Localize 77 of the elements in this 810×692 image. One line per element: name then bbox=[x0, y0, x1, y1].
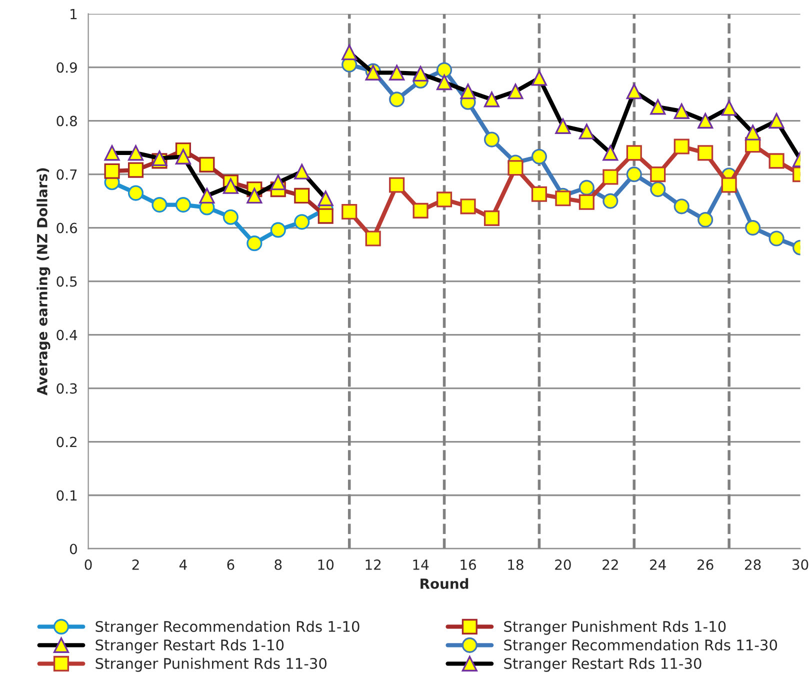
point bbox=[484, 132, 500, 148]
x-tick-label: 28 bbox=[744, 559, 761, 570]
legend-label: Stranger Restart Rds 11-30 bbox=[504, 658, 702, 672]
x-tick-label: 12 bbox=[366, 559, 381, 570]
point bbox=[342, 204, 358, 220]
point bbox=[531, 186, 547, 202]
point bbox=[389, 92, 405, 108]
point bbox=[602, 193, 618, 209]
y-tick-label: 1 bbox=[70, 8, 77, 20]
point bbox=[436, 62, 452, 78]
point bbox=[768, 230, 784, 246]
x-tick-label: 16 bbox=[460, 559, 476, 570]
y-tick-label: 0.3 bbox=[56, 383, 77, 394]
point bbox=[460, 198, 476, 214]
y-tick-label: 0.5 bbox=[56, 276, 77, 287]
point bbox=[222, 209, 238, 225]
point bbox=[199, 156, 215, 172]
legend-label: Stranger Punishment Rds 1-10 bbox=[504, 620, 726, 635]
x-tick-label: 14 bbox=[413, 560, 429, 570]
point bbox=[508, 160, 524, 176]
point bbox=[578, 194, 594, 210]
point bbox=[484, 210, 500, 226]
point bbox=[128, 185, 144, 201]
x-tick-label: 20 bbox=[555, 559, 571, 570]
point bbox=[389, 177, 405, 193]
point bbox=[365, 230, 381, 246]
y-tick-label: 0.1 bbox=[56, 490, 77, 501]
x-tick-label: 6 bbox=[227, 559, 234, 570]
point bbox=[412, 202, 428, 218]
x-tick-label: 0 bbox=[84, 559, 92, 570]
point bbox=[698, 145, 714, 161]
point bbox=[721, 177, 737, 193]
point bbox=[674, 138, 690, 154]
point bbox=[270, 222, 286, 238]
x-tick-label: 30 bbox=[792, 559, 808, 570]
legend-label: Stranger Recommendation Rds 1-10 bbox=[96, 620, 360, 635]
point bbox=[175, 197, 191, 213]
legend-label: Stranger Recommendation Rds 11-30 bbox=[504, 639, 778, 654]
x-tick-label: 22 bbox=[602, 559, 618, 570]
point bbox=[294, 188, 310, 204]
point bbox=[104, 163, 120, 179]
point bbox=[128, 162, 144, 178]
x-tick-label: 2 bbox=[132, 559, 139, 570]
point bbox=[650, 182, 666, 198]
point bbox=[152, 197, 168, 213]
x-tick-label: 10 bbox=[318, 559, 334, 570]
x-axis-title: Round bbox=[420, 578, 468, 589]
point bbox=[745, 220, 761, 236]
y-tick-label: 0.4 bbox=[56, 330, 78, 340]
point bbox=[768, 153, 784, 169]
point bbox=[626, 166, 642, 182]
point bbox=[246, 236, 262, 252]
point bbox=[318, 208, 334, 224]
point bbox=[674, 198, 690, 214]
y-tick-label: 0.2 bbox=[56, 436, 76, 448]
x-tick-label: 8 bbox=[274, 559, 282, 570]
point bbox=[650, 166, 666, 182]
legend-label: Stranger Restart Rds 1-10 bbox=[96, 639, 284, 654]
y-tick-label: 0.9 bbox=[56, 62, 77, 73]
point bbox=[294, 214, 310, 230]
point bbox=[531, 148, 547, 164]
x-tick-label: 24 bbox=[650, 559, 666, 570]
x-tick-label: 18 bbox=[508, 559, 524, 570]
x-tick-label: 26 bbox=[698, 559, 714, 570]
x-tick-label: 4 bbox=[179, 560, 187, 570]
point bbox=[626, 145, 642, 161]
y-axis-title: Average earning (NZ Dollars) bbox=[36, 168, 50, 396]
legend-label: Stranger Punishment Rds 11-30 bbox=[96, 658, 327, 672]
y-tick-label: 0.8 bbox=[56, 116, 77, 126]
point bbox=[578, 180, 594, 196]
y-tick-label: 0.6 bbox=[56, 222, 77, 234]
point bbox=[698, 212, 714, 228]
y-tick-label: 0 bbox=[70, 544, 77, 554]
point bbox=[602, 169, 618, 185]
point bbox=[555, 190, 571, 206]
y-tick-label: 0.7 bbox=[56, 169, 77, 180]
point bbox=[436, 192, 452, 208]
